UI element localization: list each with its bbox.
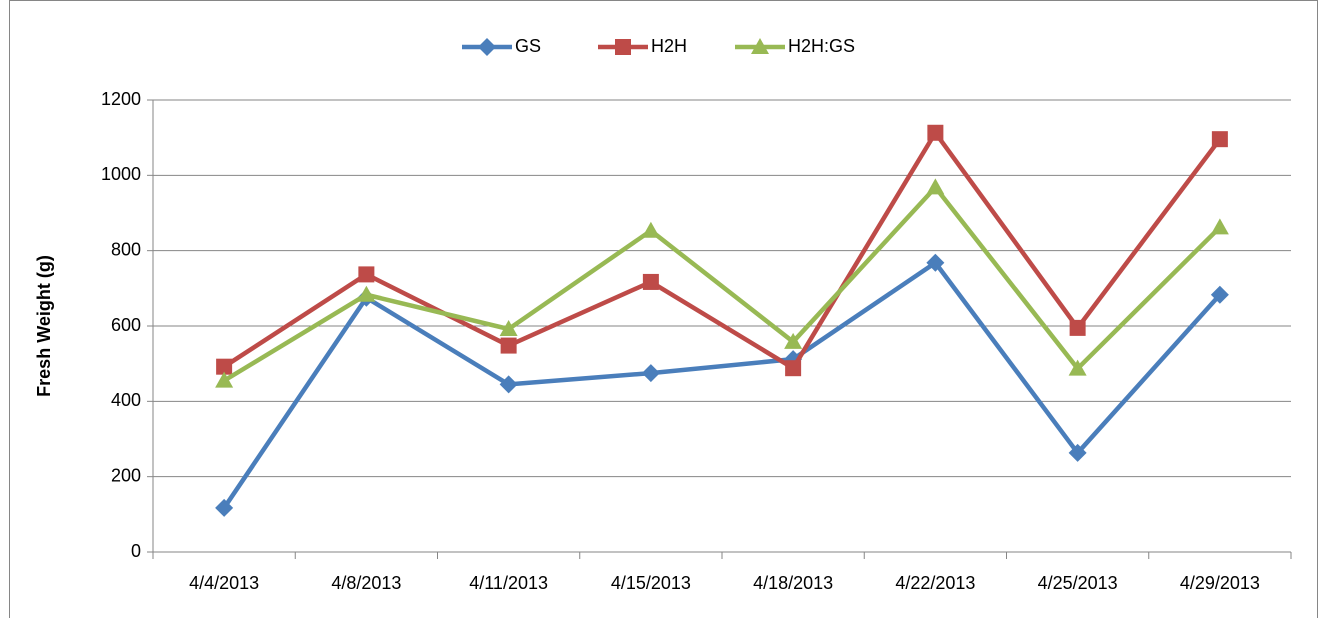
marker (1210, 285, 1229, 304)
marker (1068, 443, 1087, 462)
marker (642, 273, 659, 290)
legend-label: H2H (651, 36, 687, 56)
x-tick-label: 4/15/2013 (611, 573, 691, 593)
y-tick-label: 1200 (101, 89, 141, 109)
marker (499, 375, 518, 394)
marker (1210, 218, 1229, 235)
marker (751, 38, 769, 54)
legend-label: H2H:GS (788, 36, 855, 56)
series-line (222, 130, 1222, 371)
y-axis-title: Fresh Weight (g) (34, 255, 54, 397)
marker (357, 285, 376, 302)
marker (500, 337, 517, 354)
x-tick-label: 4/18/2013 (753, 573, 833, 593)
marker (641, 221, 660, 238)
marker (215, 371, 234, 388)
chart-border (9, 0, 1318, 623)
marker (1068, 359, 1087, 376)
marker (1069, 319, 1086, 336)
marker (927, 124, 944, 141)
y-tick-label: 800 (111, 239, 141, 259)
marker (615, 39, 631, 55)
marker (478, 38, 496, 56)
y-tick-label: 600 (111, 315, 141, 335)
marker (784, 332, 803, 349)
marker (641, 364, 660, 383)
y-tick-label: 200 (111, 465, 141, 485)
marker (215, 498, 234, 517)
y-tick-label: 1000 (101, 164, 141, 184)
marker (1211, 131, 1228, 148)
marker (926, 253, 945, 272)
x-tick-label: 4/11/2013 (469, 573, 548, 593)
x-tick-label: 4/22/2013 (895, 573, 975, 593)
series-line (222, 260, 1222, 510)
x-tick-label: 4/29/2013 (1180, 573, 1260, 593)
legend-label: GS (515, 36, 541, 56)
y-tick-label: 0 (131, 541, 141, 561)
marker (785, 360, 802, 377)
marker (216, 358, 233, 375)
y-tick-label: 400 (111, 390, 141, 410)
series-line (222, 185, 1222, 383)
x-tick-label: 4/25/2013 (1038, 573, 1118, 593)
marker (358, 266, 375, 283)
marker (926, 178, 945, 195)
marker (499, 320, 518, 337)
x-tick-label: 4/8/2013 (331, 573, 401, 593)
x-tick-label: 4/4/2013 (189, 573, 259, 593)
